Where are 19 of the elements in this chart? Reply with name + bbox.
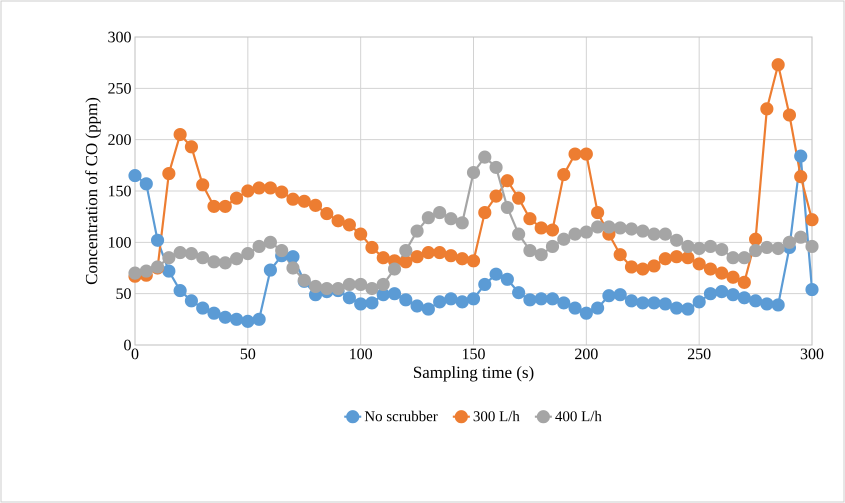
x-tick-label: 300 <box>800 348 824 360</box>
x-tick-label: 50 <box>240 348 256 360</box>
y-tick-label: 300 <box>108 32 131 42</box>
x-tick-label: 100 <box>350 348 372 360</box>
legend-label: 400 L/h <box>555 410 602 422</box>
legend-label: 300 L/h <box>474 410 520 422</box>
x-axis-title: Sampling time (s) <box>414 366 534 382</box>
x-tick-label: 0 <box>132 348 138 360</box>
y-tick-label: 200 <box>108 134 131 146</box>
y-tick-label: 0 <box>124 340 131 350</box>
x-tick-label: 150 <box>462 348 485 360</box>
y-tick-label: 250 <box>108 82 131 94</box>
x-tick-label: 200 <box>575 348 598 360</box>
legend-label: No scrubber <box>364 410 438 422</box>
y-tick-label: 100 <box>108 236 131 248</box>
y-tick-label: 50 <box>116 288 131 300</box>
x-tick-label: 250 <box>688 348 711 360</box>
y-axis-title: Concentration of CO (ppm) <box>85 98 101 284</box>
y-tick-label: 150 <box>108 186 131 196</box>
